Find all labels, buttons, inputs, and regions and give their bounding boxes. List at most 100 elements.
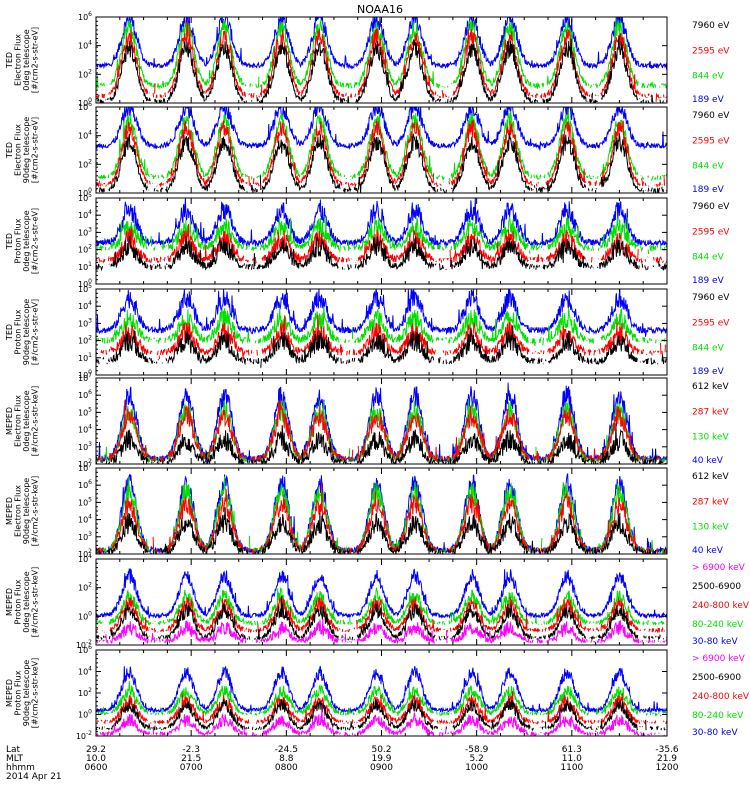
y-tick-label: 105	[78, 283, 92, 294]
panel-3-ylabel: TED	[5, 233, 14, 250]
panel-2-ylabel: 90deg telescope	[22, 117, 31, 184]
panel-8-series-1	[96, 665, 667, 714]
legend-entry: 287 keV	[692, 407, 729, 417]
legend-entry: 130 keV	[692, 433, 729, 443]
legend-entry: 612 keV	[692, 382, 729, 392]
x-tick-label: 10.0	[86, 754, 106, 764]
panel-2-ylabel: TED	[5, 142, 14, 159]
panel-1-series-1	[96, 17, 667, 71]
legend-entry: 2595 eV	[692, 318, 730, 328]
panel-4-series-1	[96, 289, 667, 337]
panel-7-ylabel: 0deg telescope	[22, 571, 31, 632]
y-tick-label: 104	[78, 424, 92, 435]
panel-6-ylabel: [#/cm2-s-str-keV]	[31, 476, 40, 547]
y-tick-label: 102	[78, 68, 92, 79]
panel-3-ylabel: [#/cm2-s-str-eV]	[31, 208, 40, 274]
panel-7-ylabel: [#/cm2-s-str-keV]	[31, 567, 40, 638]
legend-entry: 844 eV	[692, 253, 725, 263]
panel-6: 107 106 105 104 103 102 MEPED Electron Flux 90de…	[5, 462, 729, 559]
y-tick-label: 100	[78, 369, 92, 380]
legend-entry: 2595 eV	[692, 136, 730, 146]
panel-6-series-3	[96, 482, 667, 554]
y-tick-label: 100	[78, 97, 92, 108]
y-tick-label: 104	[78, 40, 92, 51]
y-tick-label: 102	[78, 548, 92, 559]
panel-6-ylabel: Electron Flux	[14, 485, 23, 537]
y-tick-label: 100	[78, 187, 92, 198]
panel-5-ylabel: Electron Flux	[14, 395, 23, 447]
chart-title: NOAA16	[357, 3, 403, 16]
x-tick-label: 21.9	[657, 754, 677, 764]
panel-7-ylabel: Proton Flux	[14, 579, 23, 624]
x-tick-label: 0800	[275, 763, 298, 773]
panel-1-ylabel: Electron Flux	[14, 34, 23, 86]
y-tick-label: 106	[78, 101, 92, 112]
x-tick-label: 1000	[465, 763, 488, 773]
legend-entry: 844 eV	[692, 162, 725, 172]
panel-3: 105 104 103 102 101 100 TED Proton Flux 0deg tel…	[5, 192, 730, 289]
legend-entry: 240-800 keV	[692, 601, 750, 611]
legend-entry: 40 keV	[692, 546, 724, 556]
panel-5-ylabel: 0deg telescope	[22, 390, 31, 451]
x-row-label: hhmm	[6, 763, 35, 773]
y-tick-label: 102	[78, 687, 92, 698]
x-tick-label: 11.0	[562, 754, 582, 764]
y-tick-label: 104	[78, 553, 92, 564]
y-tick-label: 106	[78, 479, 92, 490]
y-tick-label: 107	[78, 462, 92, 473]
panel-7-series-4	[96, 595, 667, 641]
legend-entry: 287 keV	[692, 497, 729, 507]
panel-7-series-3	[96, 595, 665, 634]
legend-entry: 30-80 keV	[692, 728, 738, 738]
panel-5-ylabel: MEPED	[5, 407, 14, 435]
legend-entry: 844 eV	[692, 72, 725, 82]
legend-entry: 844 eV	[692, 344, 725, 354]
y-tick-label: 10-2	[76, 730, 92, 741]
x-tick-label: 21.5	[181, 754, 201, 764]
legend-entry: > 6900 keV	[692, 563, 746, 573]
y-tick-label: 101	[78, 352, 92, 363]
legend-entry: 2500-6900	[692, 582, 741, 592]
panel-7-series-2	[96, 587, 667, 628]
panel-6-ylabel: MEPED	[5, 497, 14, 525]
y-tick-label: 102	[78, 458, 92, 469]
panel-7-ylabel: MEPED	[5, 588, 14, 616]
panel-1-ylabel: 0deg telescope	[22, 29, 31, 90]
legend-entry: 612 keV	[692, 472, 729, 482]
legend-entry: 7960 eV	[692, 111, 730, 121]
x-tick-label: 0700	[180, 763, 203, 773]
panel-5-series-1	[96, 382, 667, 464]
y-tick-label: 103	[78, 226, 92, 237]
panel-2-series-3	[96, 119, 667, 189]
panel-4-ylabel: [#/cm2-s-str-eV]	[31, 299, 40, 365]
legend-entry: 2595 eV	[692, 227, 730, 237]
y-tick-label: 105	[78, 496, 92, 507]
panel-3-ylabel: 0deg telescope	[22, 210, 31, 271]
x-tick-label: 1100	[560, 763, 583, 773]
panel-4-ylabel: TED	[5, 324, 14, 341]
legend-entry: 80-240 keV	[692, 620, 744, 630]
x-tick-label: 0600	[85, 763, 108, 773]
y-tick-label: 106	[78, 11, 92, 22]
legend-entry: 7960 eV	[692, 21, 730, 31]
legend-entry: 2595 eV	[692, 46, 730, 56]
y-tick-label: 104	[78, 514, 92, 525]
x-tick-label: 19.9	[371, 754, 391, 764]
y-tick-label: 105	[78, 406, 92, 417]
y-tick-label: 102	[78, 335, 92, 346]
y-tick-label: 100	[78, 709, 92, 720]
x-tick-label: 0900	[370, 763, 393, 773]
panel-8-ylabel: Proton Flux	[14, 670, 23, 715]
panel-8-series-3	[96, 691, 667, 725]
x-row-label: MLT	[6, 754, 24, 764]
panel-4: 105 104 103 102 101 100 TED Proton Flux 90deg te…	[5, 283, 730, 380]
panel-2-series-1	[96, 107, 667, 151]
panel-2: 106 104 102 100 TED Electron Flux 90deg telesc…	[5, 101, 730, 198]
legend-entry: 2500-6900	[692, 673, 741, 683]
x-row-label: Lat	[6, 745, 21, 755]
y-tick-label: 103	[78, 441, 92, 452]
y-tick-label: 106	[78, 389, 92, 400]
panel-8-ylabel: 90deg telescope	[22, 660, 31, 727]
y-tick-label: 105	[78, 192, 92, 203]
